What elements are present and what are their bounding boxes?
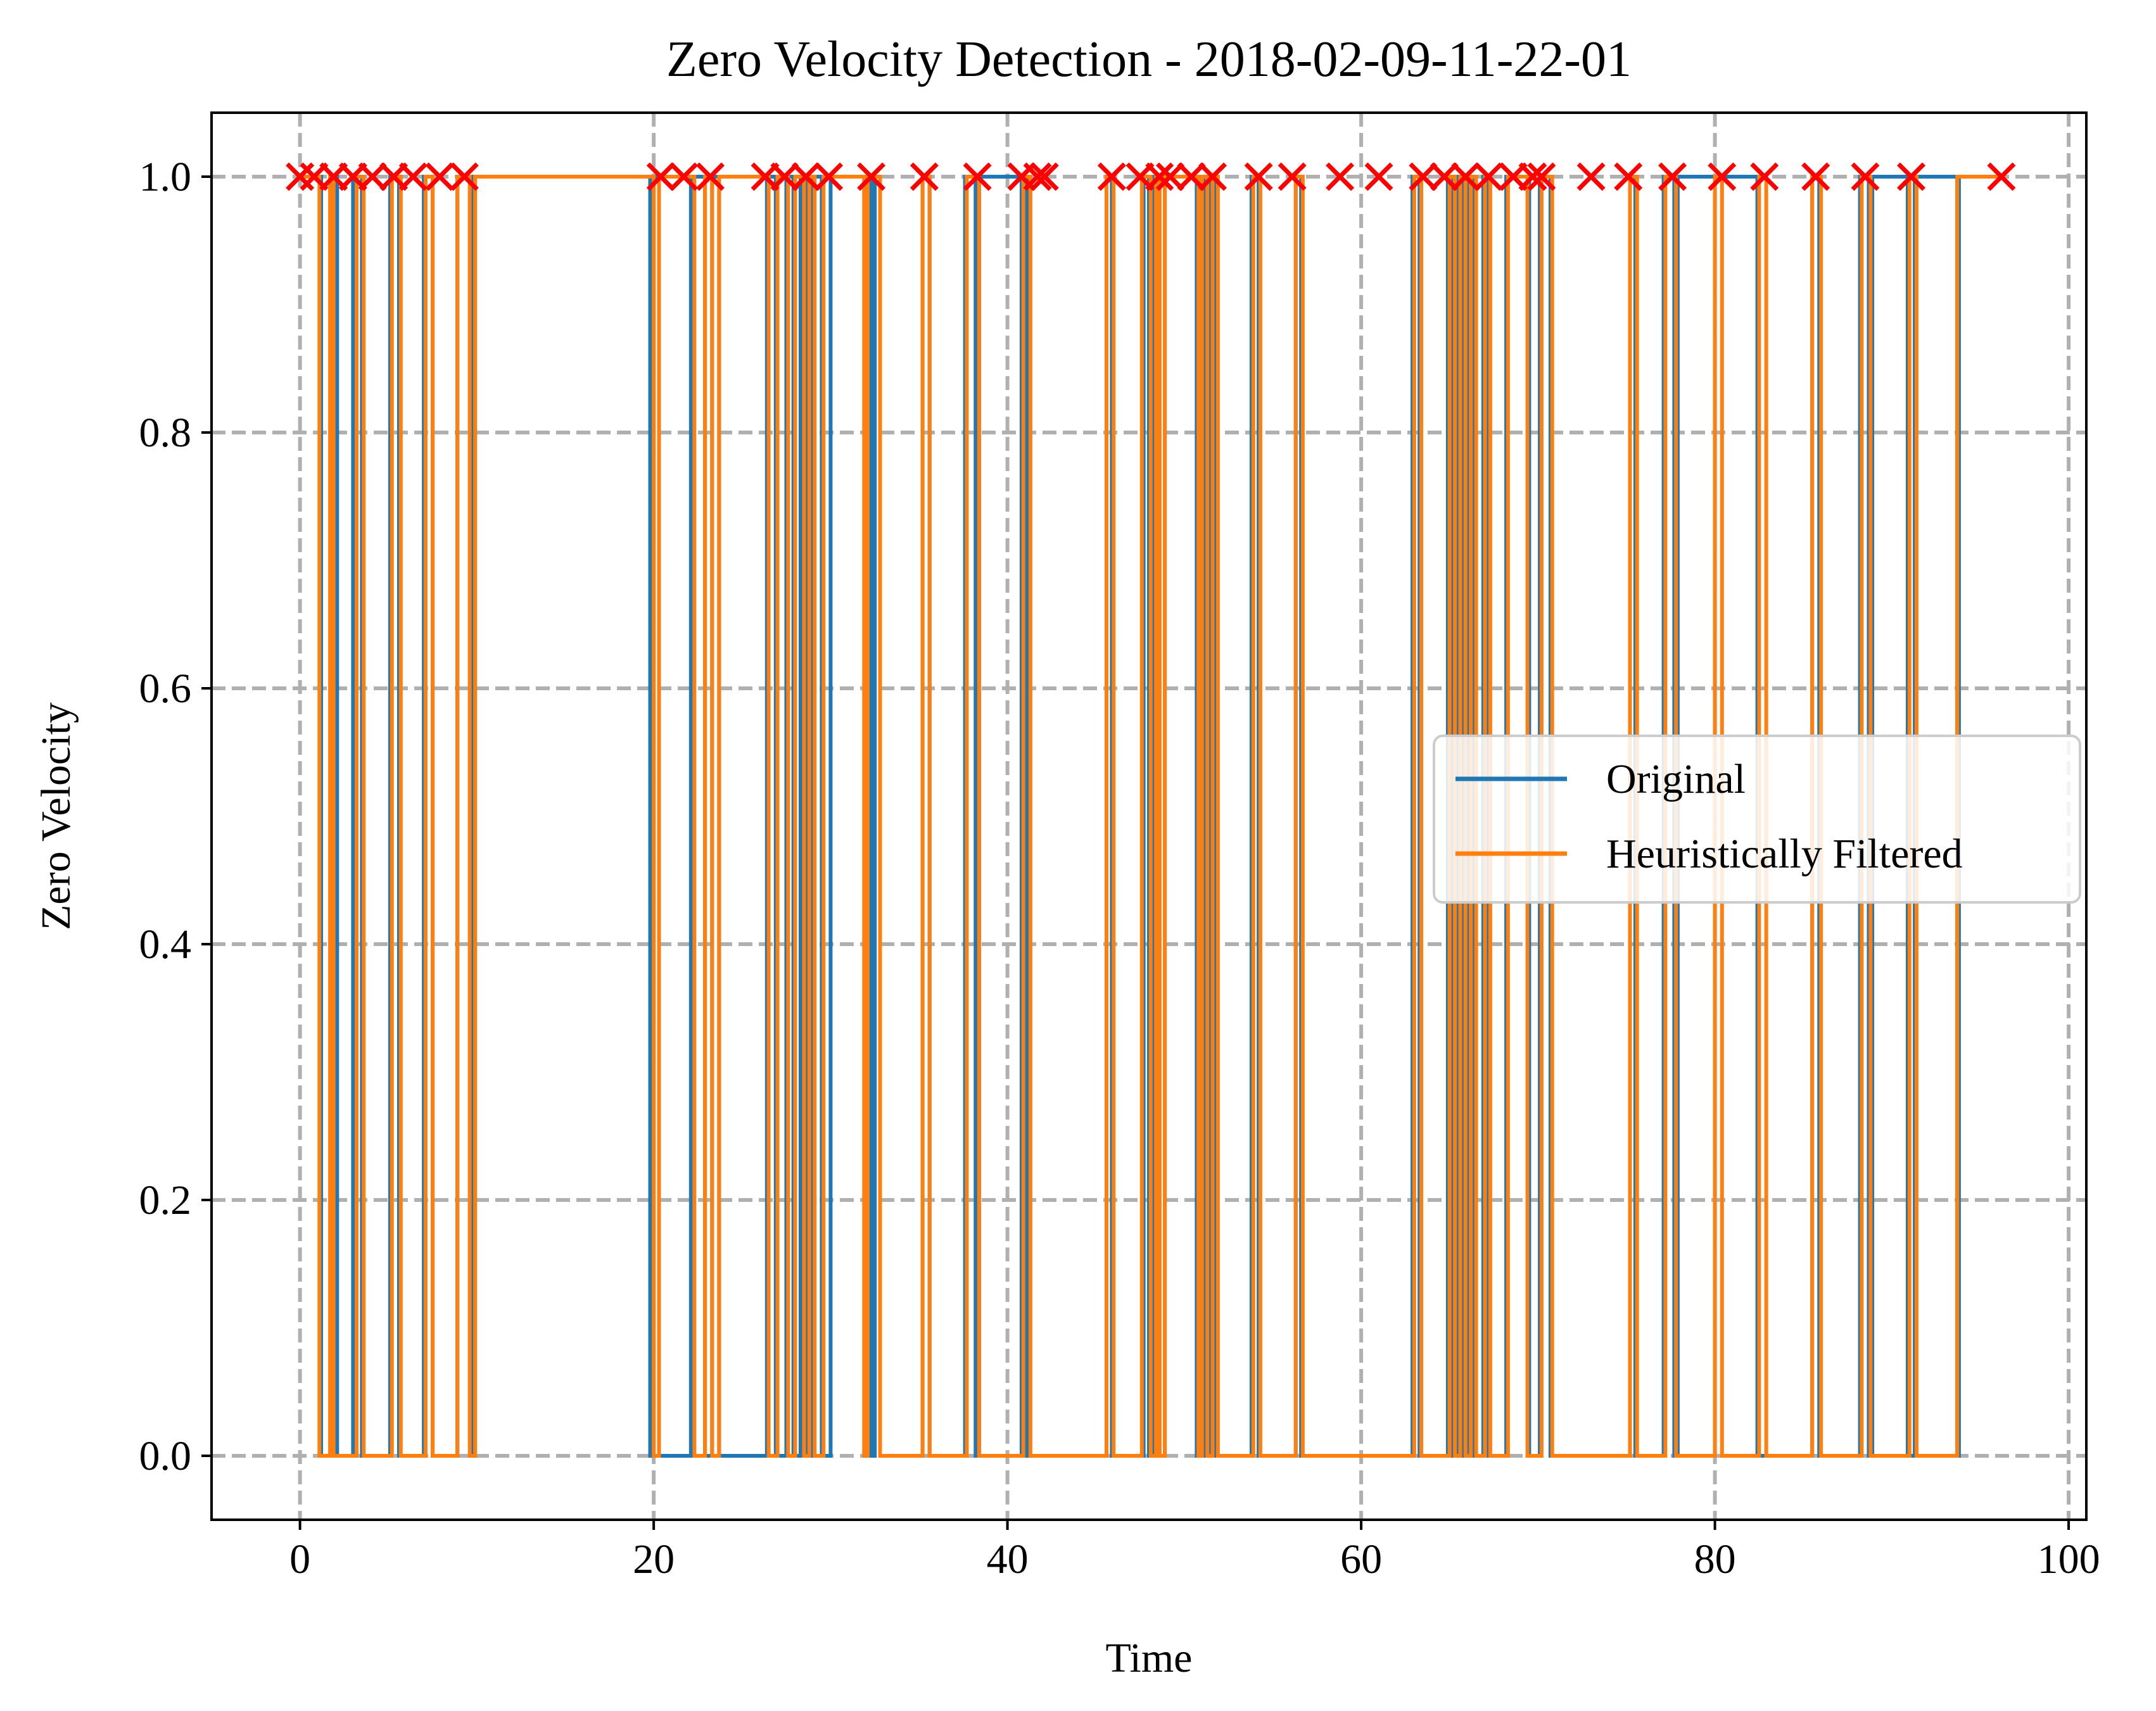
x-tick-label-2: 40 (987, 1536, 1029, 1582)
y-tick-label-0: 0.0 (139, 1433, 192, 1479)
x-marker-27 (1198, 162, 1227, 191)
legend-label-original: Original (1606, 756, 1746, 802)
x-marker-4 (358, 162, 387, 191)
x-marker-25 (1156, 162, 1184, 191)
x-marker-38 (1527, 162, 1556, 191)
y-axis-label: Zero Velocity (33, 702, 79, 930)
plot-frame (210, 111, 2088, 1521)
legend-frame (1433, 735, 2081, 904)
legend-label-heuristically-filtered: Heuristically Filtered (1606, 831, 1963, 877)
x-marker-16 (857, 162, 886, 191)
chart-title: Zero Velocity Detection - 2018-02-09-11-… (666, 32, 1632, 87)
x-marker-15 (815, 162, 844, 191)
legend: Original Heuristically Filtered (1433, 735, 2081, 904)
y-tick-label-4: 0.8 (139, 410, 192, 456)
x-tick-label-3: 60 (1340, 1536, 1382, 1582)
x-marker-18 (963, 162, 992, 191)
x-tick-label-5: 100 (2038, 1536, 2100, 1582)
x-marker-40 (1614, 162, 1643, 191)
x-marker-43 (1750, 162, 1779, 191)
x-marker-45 (1851, 162, 1880, 191)
axis-ticks: 0 20 40 60 80 100 0.0 0.2 0.4 0.6 0.8 1.0 (139, 154, 2100, 1582)
x-marker-10 (669, 162, 699, 191)
x-marker-31 (1364, 162, 1393, 191)
x-marker-33 (1430, 162, 1459, 191)
x-marker-35 (1474, 162, 1503, 191)
x-marker-11 (695, 162, 725, 191)
x-marker-6 (398, 162, 428, 191)
y-tick-label-5: 1.0 (139, 154, 192, 200)
x-tick-label-0: 0 (289, 1536, 310, 1582)
x-marker-21 (1030, 162, 1059, 191)
x-marker-26 (1177, 162, 1206, 191)
x-markers (286, 162, 2016, 191)
x-tick-label-4: 80 (1694, 1536, 1736, 1582)
x-marker-30 (1326, 162, 1355, 191)
x-marker-22 (1097, 162, 1126, 191)
x-marker-42 (1708, 162, 1737, 191)
x-marker-47 (1987, 162, 2016, 191)
x-marker-44 (1801, 162, 1830, 191)
x-tick-label-1: 20 (633, 1536, 675, 1582)
x-marker-41 (1658, 162, 1687, 191)
x-marker-9 (646, 162, 675, 191)
x-marker-8 (450, 162, 479, 191)
x-marker-39 (1576, 162, 1606, 191)
y-tick-label-1: 0.2 (139, 1177, 192, 1223)
x-marker-28 (1244, 162, 1273, 191)
x-marker-20 (1023, 162, 1052, 191)
x-marker-24 (1145, 162, 1174, 191)
x-marker-17 (910, 162, 939, 191)
x-marker-46 (1897, 162, 1926, 191)
y-tick-label-2: 0.4 (139, 921, 192, 968)
x-axis-label: Time (1106, 1635, 1193, 1681)
x-marker-14 (791, 162, 820, 191)
x-marker-34 (1451, 162, 1480, 191)
x-marker-7 (425, 162, 454, 191)
y-tick-label-3: 0.6 (139, 666, 192, 712)
x-marker-37 (1518, 162, 1547, 191)
x-marker-29 (1278, 162, 1307, 191)
x-marker-32 (1409, 162, 1438, 191)
x-marker-13 (770, 162, 799, 191)
